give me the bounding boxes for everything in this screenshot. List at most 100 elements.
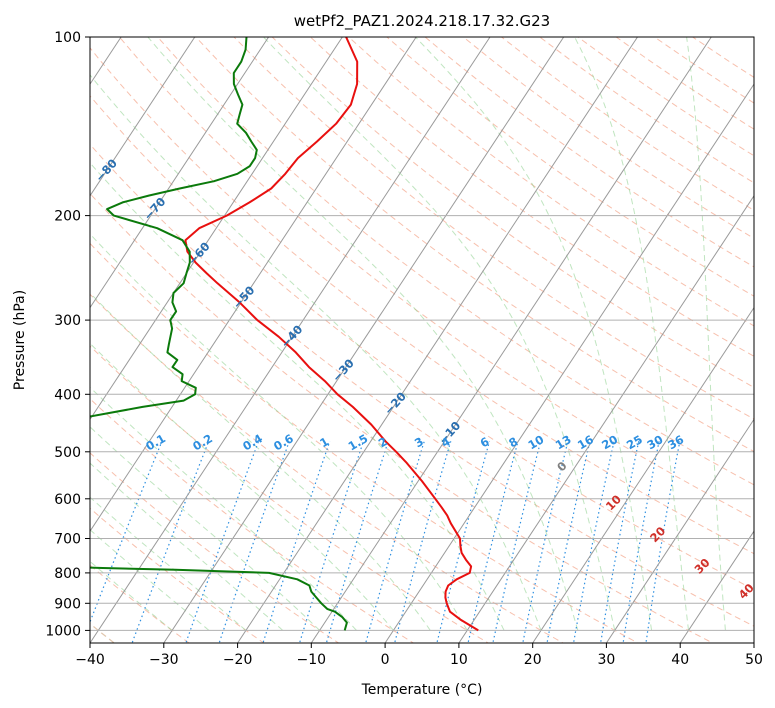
x-tick-label: −10 — [297, 652, 327, 668]
mixing-ratio-line — [393, 441, 452, 643]
mixing-ratio-label: 20 — [599, 432, 620, 452]
mixing-ratio-line — [599, 441, 640, 643]
dry-adiabat — [462, 37, 754, 239]
y-tick-label: 100 — [54, 30, 81, 46]
moist-adiabat — [574, 37, 689, 631]
mixing-ratio-label: 0.6 — [271, 431, 296, 453]
dry-adiabat — [90, 507, 265, 643]
isotherm-line — [90, 37, 270, 309]
dry-adiabat — [195, 37, 754, 453]
temperature-profile — [184, 37, 479, 632]
grid-layer — [90, 37, 754, 643]
mixing-ratio-label: 0.4 — [240, 431, 265, 453]
x-axis-label: Temperature (°C) — [361, 682, 483, 698]
moist-adiabat — [686, 37, 726, 631]
dry-adiabat — [90, 143, 754, 627]
dry-adiabat — [386, 37, 754, 297]
y-tick-label: 700 — [54, 532, 81, 548]
isotherm-line — [163, 37, 565, 643]
y-tick-label: 800 — [54, 566, 81, 582]
isotherm-label: −80 — [92, 156, 120, 184]
mixing-ratio-line — [645, 441, 681, 643]
mixing-ratio-label: 25 — [624, 432, 645, 452]
mixing-ratio-label: 1 — [317, 434, 331, 450]
isotherm-line — [90, 37, 491, 643]
axis-layer: −40 −30 −20 −10 0 10 20 30 40 5010009008007006005… — [45, 30, 763, 668]
dry-adiabat — [90, 398, 415, 643]
mixing-ratio-label: 16 — [575, 432, 596, 452]
isotherm-line — [679, 530, 754, 643]
isotherm-label: −90 — [44, 118, 72, 146]
mixing-ratio-line — [522, 441, 569, 643]
dry-adiabat — [90, 242, 639, 643]
x-tick-label: 30 — [597, 652, 615, 668]
mixing-ratio-line — [131, 441, 210, 643]
isotherm-label: −70 — [141, 195, 169, 223]
moist-adiabat — [147, 37, 579, 631]
moist-adiabat-label: 0 — [554, 459, 570, 475]
mixing-ratio-line — [90, 441, 163, 624]
moist-adiabat — [90, 162, 505, 631]
dry-adiabat — [90, 192, 714, 643]
isotherm-line — [753, 642, 754, 643]
mixing-ratio-line — [325, 441, 389, 643]
line-label-layer: −100−90−80−70−60−50−40−30−20−100.1 0.2 0.4… — [0, 77, 754, 602]
dry-adiabat — [90, 47, 754, 555]
mixing-ratio-label: 30 — [645, 432, 666, 452]
moist-adiabat — [90, 496, 247, 631]
mixing-ratio-line — [546, 441, 591, 643]
isotherm-label: −20 — [381, 389, 409, 417]
mixing-ratio-line — [262, 441, 331, 643]
isotherm-line — [532, 306, 754, 643]
moist-adiabat — [263, 37, 616, 631]
dry-adiabat — [271, 37, 754, 388]
isotherm-line — [90, 37, 343, 421]
y-tick-label: 300 — [54, 313, 81, 329]
moist-adiabat — [415, 37, 653, 631]
x-tick-label: 50 — [745, 652, 763, 668]
moist-adiabat — [90, 342, 394, 631]
dry-adiabat — [156, 37, 754, 486]
x-tick-label: 10 — [450, 652, 468, 668]
y-tick-label: 400 — [54, 387, 81, 403]
mixing-ratio-label: 10 — [525, 432, 546, 452]
isotherm-line — [90, 37, 196, 197]
mixing-ratio-line — [492, 441, 542, 643]
dry-adiabat — [90, 95, 754, 591]
isotherm-label: −100 — [0, 77, 25, 111]
isotherm-label: −40 — [278, 322, 306, 350]
moist-adiabat-label: 20 — [647, 524, 668, 545]
plot-frame — [89, 36, 755, 644]
x-tick-label: −20 — [223, 652, 253, 668]
isotherm-line — [605, 418, 754, 643]
y-axis-label: Pressure (hPa) — [12, 290, 28, 390]
dry-adiabat — [309, 37, 754, 357]
dry-adiabat — [577, 37, 754, 157]
y-tick-label: 600 — [54, 492, 81, 508]
dewpoint-profile — [90, 37, 348, 631]
moist-adiabat — [90, 426, 320, 631]
x-tick-label: 0 — [381, 652, 390, 668]
x-tick-label: −30 — [149, 652, 179, 668]
isotherm-line — [458, 194, 754, 643]
dry-adiabat — [500, 37, 754, 211]
mixing-ratio-label: 0.2 — [190, 431, 215, 453]
y-tick-label: 1000 — [45, 623, 81, 639]
x-tick-label: 20 — [524, 652, 542, 668]
moist-adiabat — [90, 74, 542, 631]
x-tick-label: 40 — [671, 652, 689, 668]
y-tick-label: 900 — [54, 596, 81, 612]
chart-title: wetPf2_PAZ1.2024.218.17.32.G23 — [294, 12, 550, 31]
dry-adiabat — [90, 345, 490, 643]
mixing-ratio-label: 36 — [665, 432, 686, 452]
dry-adiabat — [615, 37, 754, 130]
isotherm-label: −30 — [329, 356, 357, 384]
moist-adiabat — [90, 462, 284, 631]
isotherm-line — [237, 37, 638, 643]
moist-adiabat — [90, 529, 210, 631]
moist-adiabat — [90, 292, 431, 631]
isotherm-line — [384, 83, 754, 643]
profile-layer — [90, 37, 479, 632]
dry-adiabat — [90, 564, 190, 643]
